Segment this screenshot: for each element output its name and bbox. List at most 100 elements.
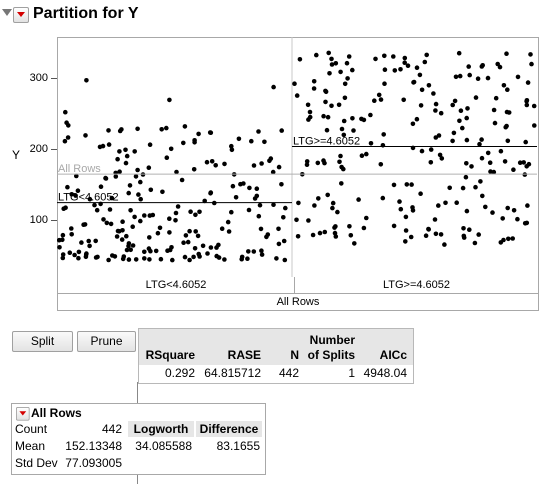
data-point [187, 228, 192, 234]
data-point [529, 61, 534, 67]
data-point [452, 98, 458, 104]
data-point [401, 97, 407, 103]
data-point [456, 50, 462, 56]
data-point [256, 129, 261, 134]
data-point [120, 219, 125, 224]
data-point [92, 202, 97, 208]
data-point [330, 200, 336, 206]
node-red-triangle-menu-icon[interactable] [16, 407, 30, 421]
collapse-disclosure-icon[interactable] [2, 9, 12, 16]
prune-button[interactable]: Prune [77, 331, 136, 352]
data-point [352, 241, 357, 246]
data-point [147, 213, 153, 218]
data-point [457, 118, 462, 124]
data-point [119, 237, 125, 242]
data-point [338, 69, 343, 75]
data-point [246, 249, 251, 254]
split-label-bar: LTG<4.6052 LTG>=4.6052 [57, 277, 539, 294]
data-point [402, 60, 408, 65]
n-header: N [290, 348, 299, 362]
data-point [249, 138, 254, 144]
data-point [112, 254, 118, 259]
data-point [466, 64, 472, 69]
data-point [63, 109, 68, 115]
data-point [454, 200, 460, 205]
data-point [271, 202, 276, 207]
data-point [335, 209, 340, 215]
data-point [187, 257, 192, 263]
data-point [219, 226, 225, 231]
data-point [339, 181, 344, 186]
data-point [408, 234, 414, 240]
data-point [347, 224, 352, 229]
data-point [304, 162, 310, 167]
data-point [292, 81, 297, 86]
data-point [158, 256, 164, 262]
data-point [501, 237, 506, 243]
all-rows-node: All Rows Count 442 Mean 152.13348 Std De… [11, 403, 266, 475]
data-point [274, 256, 279, 261]
y-tick-mark [51, 149, 57, 150]
data-point [251, 249, 257, 254]
data-point [417, 72, 423, 78]
title-bar [0, 0, 550, 30]
data-point [511, 167, 516, 172]
data-point [98, 184, 104, 189]
data-point [498, 148, 504, 154]
data-point [480, 193, 485, 199]
data-point [411, 80, 416, 85]
data-point [265, 232, 271, 237]
data-point [488, 169, 493, 174]
data-point [323, 88, 328, 94]
data-point [251, 163, 257, 168]
y-tick-label: 300 [29, 72, 48, 84]
data-point [403, 228, 409, 233]
data-point [492, 120, 498, 126]
data-point [409, 182, 414, 187]
data-point [525, 80, 531, 85]
data-point [323, 99, 328, 105]
data-point [267, 158, 272, 164]
y-tick-mark [51, 220, 57, 221]
data-point [504, 123, 509, 129]
data-point [475, 76, 481, 81]
data-point [209, 159, 215, 164]
data-point [179, 177, 185, 183]
data-point [461, 226, 466, 231]
data-point [311, 86, 317, 91]
data-point [222, 161, 227, 167]
data-point [315, 160, 321, 166]
right-group-label: LTG>=4.6052 [293, 136, 360, 148]
data-point [117, 169, 122, 174]
std-dev-label: Std Dev [15, 456, 58, 470]
data-point [344, 60, 350, 66]
red-triangle-menu-icon[interactable] [13, 7, 29, 23]
data-point [262, 139, 267, 145]
node-left-spacer [12, 421, 124, 437]
data-point [485, 150, 491, 156]
data-point [442, 242, 447, 247]
data-point [469, 164, 474, 169]
data-point [205, 251, 210, 256]
data-point [364, 215, 369, 221]
data-point [256, 213, 262, 219]
data-point [101, 217, 106, 222]
split-right-label[interactable]: LTG>=4.6052 [382, 279, 451, 291]
data-point [504, 51, 509, 56]
split-button[interactable]: Split [12, 331, 73, 352]
y-axis-label: Y [12, 148, 21, 162]
data-point [258, 226, 264, 232]
split-left-label[interactable]: LTG<4.6052 [58, 277, 295, 293]
data-point [60, 252, 66, 257]
data-point [238, 181, 243, 187]
all-rows-bar[interactable]: All Rows [57, 294, 539, 311]
data-point [506, 236, 511, 242]
data-point [327, 71, 332, 76]
data-point [120, 256, 126, 262]
data-point [426, 83, 432, 88]
data-point [502, 159, 508, 164]
data-point [337, 159, 342, 165]
data-point [487, 160, 493, 165]
data-point [342, 81, 348, 87]
data-point [311, 79, 317, 84]
